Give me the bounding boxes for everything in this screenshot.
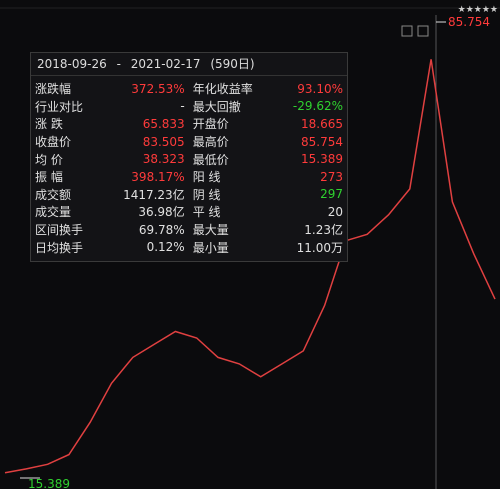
stat-label: 成交额 <box>35 187 72 202</box>
stat-value: 38.323 <box>142 152 185 167</box>
stats-table: 涨跌幅 372.53% 年化收益率 93.10% 行业对比 - 最大回撤 -29.62% 涨 跌… <box>31 80 347 256</box>
stat-label: 均 价 <box>35 152 63 167</box>
stat-value: 297 <box>320 187 343 202</box>
stat-value: 69.78% <box>138 222 185 237</box>
stat-label: 收盘价 <box>35 135 72 150</box>
stat-value: 20 <box>327 204 343 219</box>
stat-label: 涨跌幅 <box>35 82 72 97</box>
stat-value: 93.10% <box>297 81 343 96</box>
stat-label: 最大回撤 <box>192 99 241 114</box>
stats-row: 收盘价 83.505 最高价 85.754 <box>31 133 347 151</box>
stat-label: 区间换手 <box>35 223 84 238</box>
low-label: 15.389 <box>28 477 70 489</box>
stat-value: 0.12% <box>146 240 185 255</box>
window-icon[interactable] <box>401 25 413 37</box>
separator: - <box>116 57 121 71</box>
stats-row: 涨跌幅 372.53% 年化收益率 93.10% <box>31 80 347 98</box>
stat-label: 平 线 <box>192 205 221 220</box>
stat-value: 1417.23亿 <box>123 187 185 202</box>
stat-value: 372.53% <box>131 81 185 96</box>
stat-value: 398.17% <box>131 169 185 184</box>
stat-value: 1.23亿 <box>304 223 343 238</box>
stat-label: 行业对比 <box>35 99 84 114</box>
stats-row: 成交量 36.98亿平 线 20 <box>31 203 347 221</box>
stat-value: - <box>180 99 185 114</box>
stat-label: 开盘价 <box>192 117 229 132</box>
stat-value: 83.505 <box>142 134 185 149</box>
stats-row: 区间换手 69.78% 最大量 1.23亿 <box>31 221 347 239</box>
stat-value: 65.833 <box>142 116 185 131</box>
stat-label: 成交量 <box>35 205 72 220</box>
rating: ★★★★★ <box>458 5 498 15</box>
stats-panel: 2018-09-26 - 2021-02-17 (590日) 涨跌幅 372.53… <box>30 52 348 262</box>
stat-label: 涨 跌 <box>35 117 63 132</box>
stat-value: 15.389 <box>301 152 343 167</box>
stat-value: 85.754 <box>301 134 343 149</box>
stat-label: 日均换手 <box>35 240 84 255</box>
stat-value: 273 <box>320 169 343 184</box>
stat-value: 11.00万 <box>296 240 343 255</box>
stat-label: 最小量 <box>192 240 229 255</box>
start-date[interactable]: 2018-09-26 <box>37 57 107 71</box>
stats-row: 涨 跌 65.833 开盘价 18.665 <box>31 115 347 133</box>
window-icon[interactable] <box>417 25 429 37</box>
end-date[interactable]: 2021-02-17 <box>130 57 201 71</box>
price-line <box>4 59 496 474</box>
stat-label: 振 幅 <box>35 170 63 185</box>
stat-value: 36.98亿 <box>138 205 185 220</box>
days: (590日) <box>210 57 255 71</box>
stat-label: 最大量 <box>192 223 229 238</box>
stat-label: 阳 线 <box>192 170 221 185</box>
stat-label: 阴 线 <box>192 187 221 202</box>
stat-label: 年化收益率 <box>192 82 253 97</box>
stat-label: 最低价 <box>192 152 229 167</box>
stats-row: 均 价 38.323 最低价 15.389 <box>31 150 347 168</box>
stat-value: -29.62% <box>292 99 343 114</box>
stat-value: 18.665 <box>301 116 343 131</box>
high-label: 85.754 <box>448 15 490 29</box>
stat-label: 最高价 <box>192 135 229 150</box>
stats-row: 成交额 1417.23亿阴 线 297 <box>31 186 347 204</box>
stats-row: 日均换手 0.12% 最小量 11.00万 <box>31 238 347 256</box>
date-range: 2018-09-26 - 2021-02-17 (590日) <box>31 53 347 76</box>
stats-row: 振 幅 398.17% 阳 线 273 <box>31 168 347 186</box>
stats-row: 行业对比 - 最大回撤 -29.62% <box>31 98 347 116</box>
